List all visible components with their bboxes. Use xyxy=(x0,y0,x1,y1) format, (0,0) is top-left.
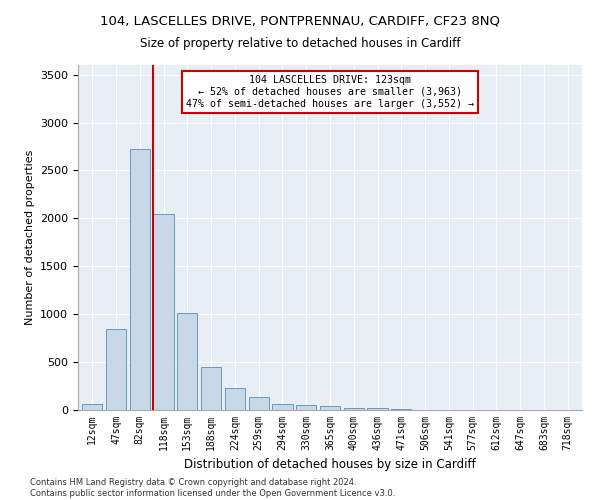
Bar xyxy=(248,396,269,410)
Text: 104, LASCELLES DRIVE, PONTPRENNAU, CARDIFF, CF23 8NQ: 104, LASCELLES DRIVE, PONTPRENNAU, CARDI… xyxy=(100,15,500,28)
Bar xyxy=(106,328,126,410)
X-axis label: Distribution of detached houses by size in Cardiff: Distribution of detached houses by size … xyxy=(184,458,476,471)
Bar xyxy=(201,367,221,410)
Bar xyxy=(225,388,245,410)
Bar xyxy=(177,313,197,410)
Bar xyxy=(344,408,364,410)
Bar xyxy=(320,406,340,410)
Text: 104 LASCELLES DRIVE: 123sqm
← 52% of detached houses are smaller (3,963)
47% of : 104 LASCELLES DRIVE: 123sqm ← 52% of det… xyxy=(186,76,474,108)
Bar xyxy=(391,409,412,410)
Bar xyxy=(82,404,103,410)
Bar xyxy=(367,408,388,410)
Y-axis label: Number of detached properties: Number of detached properties xyxy=(25,150,35,325)
Bar xyxy=(130,150,150,410)
Bar xyxy=(154,214,173,410)
Bar xyxy=(272,404,293,410)
Text: Size of property relative to detached houses in Cardiff: Size of property relative to detached ho… xyxy=(140,38,460,51)
Bar xyxy=(296,405,316,410)
Text: Contains HM Land Registry data © Crown copyright and database right 2024.
Contai: Contains HM Land Registry data © Crown c… xyxy=(30,478,395,498)
